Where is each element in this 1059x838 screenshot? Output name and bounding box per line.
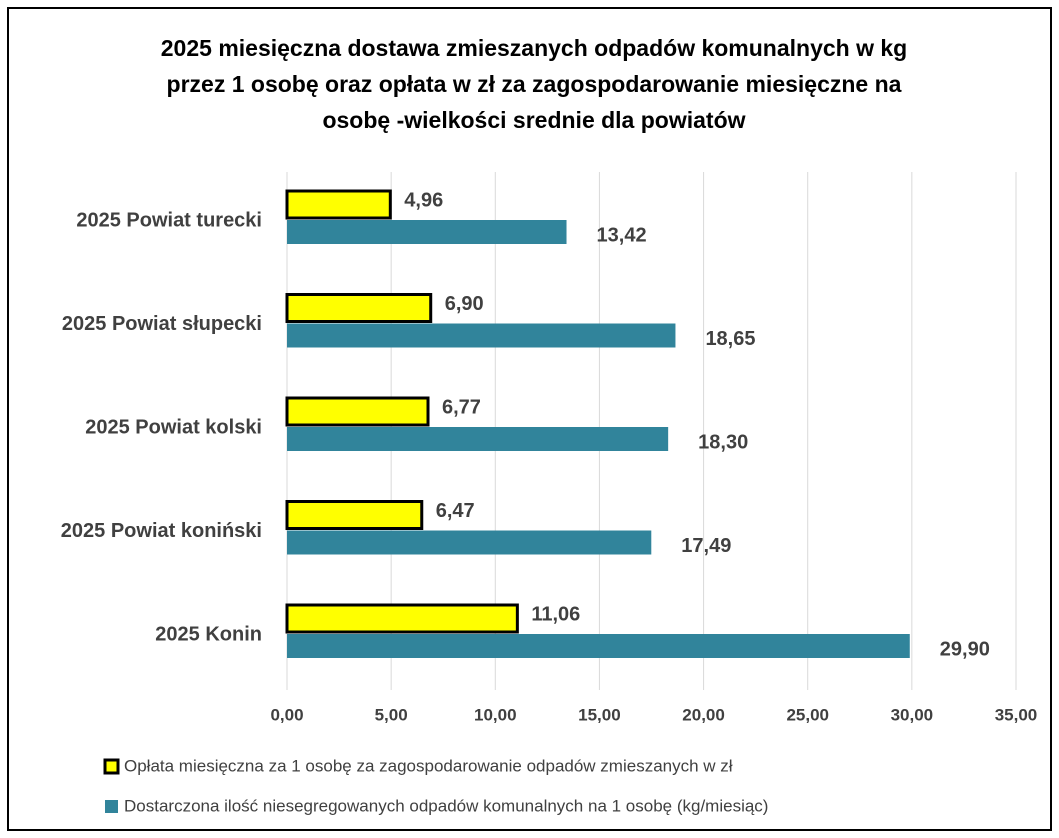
bar bbox=[287, 427, 669, 451]
value-label: 29,90 bbox=[940, 638, 990, 660]
x-tick-label: 25,00 bbox=[786, 705, 829, 724]
value-label: 6,47 bbox=[436, 500, 475, 522]
x-tick-label: 30,00 bbox=[891, 705, 934, 724]
value-label: 18,30 bbox=[698, 431, 748, 453]
y-tick-label: 2025 Konin bbox=[155, 623, 262, 645]
chart-title: 2025 miesięczna dostawa zmieszanych odpa… bbox=[161, 35, 907, 61]
bar bbox=[287, 530, 652, 555]
y-tick-label: 2025 Powiat turecki bbox=[76, 209, 262, 231]
bar bbox=[287, 323, 676, 348]
x-tick-label: 0,00 bbox=[270, 705, 303, 724]
legend-swatch bbox=[103, 758, 120, 775]
x-tick-label: 15,00 bbox=[578, 705, 621, 724]
value-label: 6,77 bbox=[442, 396, 481, 418]
chart-frame bbox=[7, 7, 1052, 831]
bar bbox=[285, 603, 519, 634]
bar bbox=[287, 220, 567, 244]
x-tick-label: 35,00 bbox=[995, 705, 1038, 724]
value-label: 11,06 bbox=[531, 603, 580, 625]
value-label: 6,90 bbox=[445, 293, 484, 315]
bar bbox=[285, 396, 430, 427]
y-tick-label: 2025 Powiat słupecki bbox=[62, 313, 262, 335]
bar bbox=[285, 293, 433, 323]
x-tick-label: 10,00 bbox=[474, 705, 517, 724]
chart-title: przez 1 osobę oraz opłata w zł za zagosp… bbox=[167, 71, 902, 97]
value-label: 4,96 bbox=[404, 189, 443, 211]
legend-label: Opłata miesięczna za 1 osobę za zagospod… bbox=[124, 756, 733, 775]
legend-swatch bbox=[105, 800, 118, 813]
value-label: 17,49 bbox=[681, 535, 731, 557]
legend-label: Dostarczona ilość niesegregowanych odpad… bbox=[124, 796, 768, 815]
y-tick-label: 2025 Powiat koniński bbox=[61, 520, 262, 542]
value-label: 18,65 bbox=[705, 328, 755, 350]
x-tick-label: 5,00 bbox=[375, 705, 408, 724]
chart-title: osobę -wielkości srednie dla powiatów bbox=[322, 107, 745, 133]
value-label: 13,42 bbox=[597, 224, 647, 246]
bar bbox=[287, 634, 910, 658]
bar bbox=[285, 500, 424, 530]
y-tick-label: 2025 Powiat kolski bbox=[85, 416, 262, 438]
x-tick-label: 20,00 bbox=[682, 705, 725, 724]
bar bbox=[285, 189, 392, 220]
